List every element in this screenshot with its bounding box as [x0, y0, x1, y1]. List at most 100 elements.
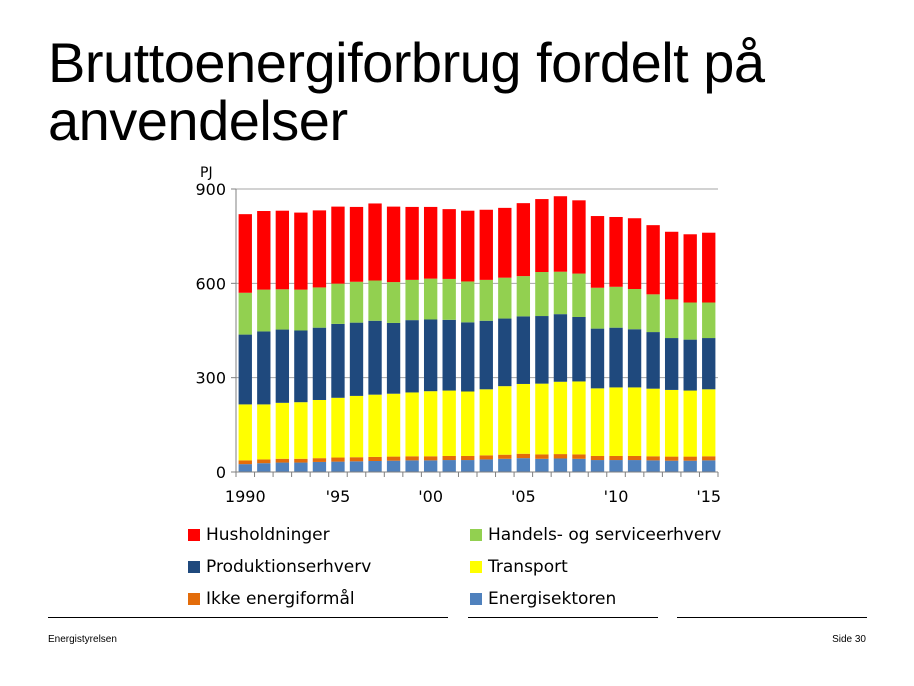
bar-segment	[312, 210, 327, 288]
legend-swatch	[470, 529, 482, 541]
bar-segment	[664, 299, 679, 339]
bar-segment	[646, 225, 660, 295]
bar-segment	[516, 383, 531, 454]
bar-segment	[331, 323, 345, 398]
bar-segment	[423, 206, 438, 279]
bar-segment	[461, 210, 475, 282]
bar-segment	[294, 402, 308, 459]
footer-page-number: Side 30	[832, 634, 866, 645]
bar-segment	[312, 458, 327, 462]
bar-segment	[368, 460, 382, 472]
bar-segment	[553, 381, 568, 455]
bar-segment	[572, 200, 586, 274]
bar-segment	[627, 455, 642, 461]
bar-segment	[590, 287, 605, 329]
bar-segment	[498, 454, 512, 459]
bar-segment	[461, 281, 475, 323]
bar-segment	[368, 394, 382, 457]
bar-segment	[349, 281, 364, 323]
bar-segment	[349, 461, 364, 472]
bar-segment	[257, 331, 271, 405]
y-unit-label: PJ	[200, 165, 213, 181]
bar-segment	[442, 319, 456, 391]
bar-segment	[479, 209, 493, 280]
footer-divider-middle	[468, 617, 658, 618]
x-tick-label: '15	[696, 487, 721, 506]
bar-segment	[664, 460, 679, 472]
bar-segment	[572, 381, 586, 455]
bar-segment	[368, 320, 382, 395]
bar-segment	[683, 460, 697, 472]
bar-segment	[609, 286, 623, 328]
bar-segment	[238, 404, 252, 461]
y-tick-label: 900	[195, 180, 226, 199]
bar-segment	[386, 206, 401, 283]
bar-segment	[275, 458, 290, 463]
bar-segment	[294, 462, 308, 472]
bar-segment	[683, 302, 697, 340]
bar-segment	[405, 460, 419, 472]
bar-segment	[423, 456, 438, 461]
bar-segment	[294, 330, 308, 403]
bar-segment	[461, 391, 475, 456]
bar-segment	[238, 464, 252, 472]
bar-segment	[516, 203, 531, 277]
legend-label: Energisektoren	[488, 589, 617, 609]
bar-segment	[498, 386, 512, 455]
bar-segment	[535, 199, 549, 273]
bar-segment	[312, 399, 327, 459]
bar-segment	[405, 279, 419, 321]
bar-segment	[238, 214, 252, 293]
legend-item: Husholdninger	[188, 523, 470, 547]
bar-segment	[442, 209, 456, 279]
bar-segment	[646, 332, 660, 389]
bar-segment	[331, 457, 345, 462]
bar-segment	[257, 463, 271, 472]
legend-label: Handels- og serviceerhverv	[488, 525, 722, 545]
bar-segment	[442, 460, 456, 472]
bar-segment	[312, 327, 327, 400]
bar-segment	[331, 397, 345, 458]
bar-segment	[609, 216, 623, 287]
bar-segment	[646, 460, 660, 472]
bar-segment	[331, 206, 345, 284]
legend-swatch	[188, 529, 200, 541]
bar-segment	[702, 389, 716, 457]
legend-label: Ikke energiformål	[206, 589, 355, 609]
bar-segment	[553, 314, 568, 382]
bar-segment	[627, 218, 642, 289]
bar-segment	[609, 387, 623, 456]
bar-segment	[498, 207, 512, 278]
bar-segment	[442, 455, 456, 461]
bar-segment	[535, 458, 549, 472]
legend-label: Produktionserhverv	[206, 557, 372, 577]
bar-segment	[238, 460, 252, 465]
bar-segment	[702, 302, 716, 339]
bar-segment	[257, 459, 271, 464]
legend-swatch	[188, 593, 200, 605]
bar-segment	[627, 329, 642, 388]
bar-segment	[294, 289, 308, 331]
bar-segment	[683, 390, 697, 457]
bar-segment	[516, 458, 531, 472]
bar-segment	[331, 283, 345, 324]
bar-segment	[609, 327, 623, 388]
bar-segment	[683, 456, 697, 461]
bar-segment	[516, 276, 531, 317]
x-tick-label: '95	[326, 487, 351, 506]
bar-segment	[702, 456, 716, 461]
bar-segment	[257, 211, 271, 290]
bar-segment	[423, 319, 438, 392]
bar-segment	[479, 320, 493, 390]
bar-segment	[535, 316, 549, 384]
bar-segment	[590, 455, 605, 461]
bar-segment	[461, 455, 475, 461]
bar-segment	[702, 232, 716, 303]
bar-segment	[257, 404, 271, 460]
bar-segment	[572, 316, 586, 382]
bar-segment	[646, 294, 660, 333]
bar-segment	[423, 278, 438, 320]
bar-segment	[368, 203, 382, 281]
bar-segment	[405, 392, 419, 457]
